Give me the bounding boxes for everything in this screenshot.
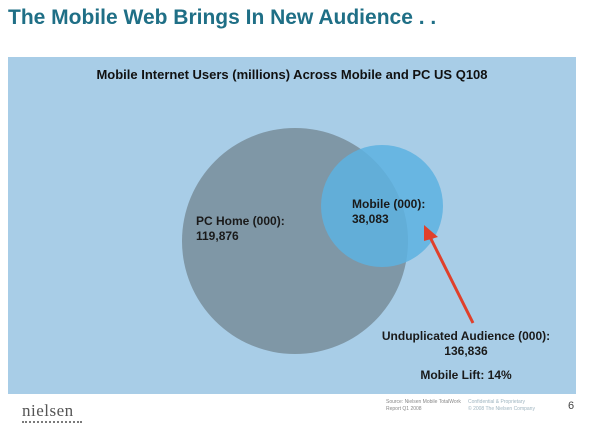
confidential-line-2: © 2008 The Nielsen Company	[468, 406, 535, 412]
slide-title: The Mobile Web Brings In New Audience . …	[8, 6, 437, 29]
diagram-title: Mobile Internet Users (millions) Across …	[96, 67, 488, 82]
pointer-arrow	[428, 236, 475, 324]
source-line-1: Source: Nielsen Mobile TotalWork	[386, 399, 461, 405]
mobile-circle	[321, 145, 443, 267]
confidential-note: Confidential & Proprietary © 2008 The Ni…	[468, 399, 535, 413]
unduplicated-label-text: Unduplicated Audience (000):	[381, 329, 551, 343]
pointer-arrowhead	[424, 225, 438, 241]
unduplicated-value: 136,836	[444, 344, 488, 358]
pc-home-label-text: PC Home (000):	[196, 214, 285, 228]
mobile-label: Mobile (000): 38,083	[352, 197, 425, 227]
unduplicated-label: Unduplicated Audience (000): 136,836	[370, 329, 562, 359]
diagram-panel: Mobile Internet Users (millions) Across …	[8, 57, 576, 394]
pc-home-value: 119,876	[196, 229, 239, 243]
mobile-label-text: Mobile (000):	[352, 197, 426, 211]
venn-diagram	[182, 128, 475, 354]
mobile-lift: Mobile Lift: 14%	[420, 368, 512, 382]
page-number: 6	[568, 400, 575, 412]
confidential-line-1: Confidential & Proprietary	[468, 399, 525, 405]
logo-underline	[22, 421, 82, 425]
source-note: Source: Nielsen Mobile TotalWork Report …	[386, 399, 461, 413]
mobile-value: 38,083	[352, 212, 389, 226]
nielsen-logo: nielsen	[22, 401, 74, 420]
source-line-2: Report Q1 2008	[386, 406, 422, 412]
pc-home-label: PC Home (000): 119,876	[196, 214, 285, 244]
